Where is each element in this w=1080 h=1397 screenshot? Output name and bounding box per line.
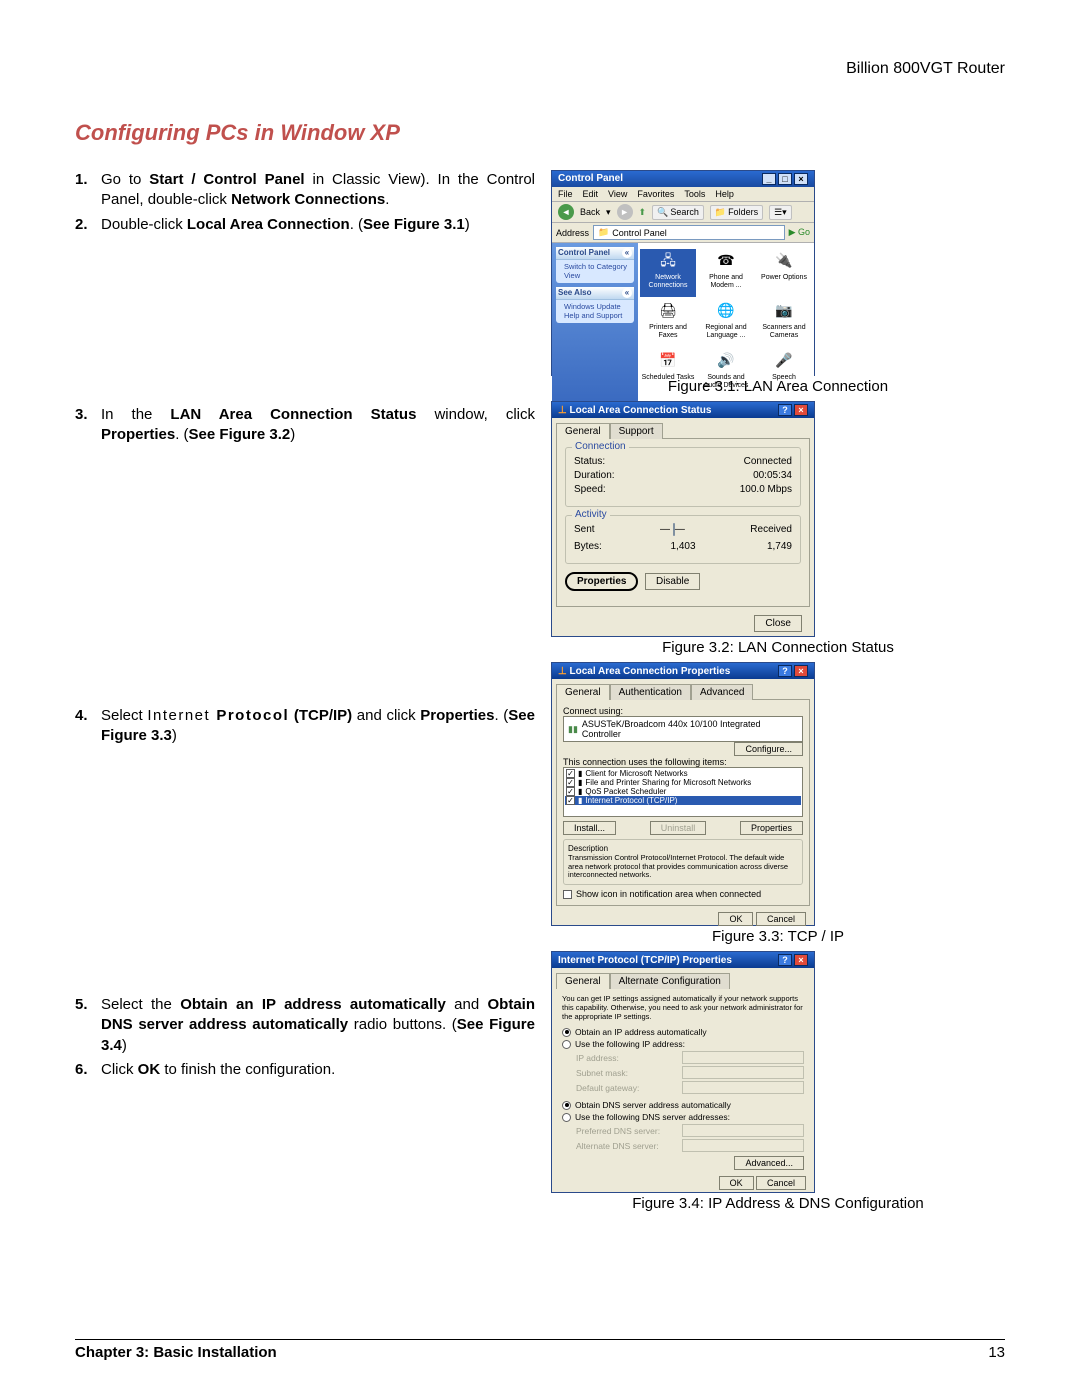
menu-file[interactable]: File [558,189,573,199]
collapse-icon[interactable]: « [622,288,632,298]
up-icon[interactable]: ⬆ [639,207,647,218]
switch-view-link[interactable]: Switch to Category View [560,262,630,280]
header-doc-title: Billion 800VGT Router [75,60,1005,78]
close-icon[interactable]: × [794,954,808,966]
alt-dns-input[interactable] [682,1139,804,1152]
menu-edit[interactable]: Edit [583,189,599,199]
figure-3-2-caption: Figure 3.2: LAN Connection Status [551,639,1005,656]
properties-button[interactable]: Properties [565,572,638,591]
step-5: 5. Select the Obtain an IP address autom… [75,995,535,1056]
figure-3-1: Control Panel _□× File Edit View Favorites T… [551,170,815,376]
radio-manual-ip[interactable] [562,1040,571,1049]
list-item[interactable]: ✓▮File and Printer Sharing for Microsoft… [565,778,801,787]
collapse-icon[interactable]: « [622,248,632,258]
list-item[interactable]: ✓▮QoS Packet Scheduler [565,787,801,796]
close-icon[interactable]: × [794,404,808,416]
figure-3-4-caption: Figure 3.4: IP Address & DNS Configurati… [551,1195,1005,1212]
pref-dns-input[interactable] [682,1124,804,1137]
tab-advanced[interactable]: Advanced [691,684,753,700]
section-title: Configuring PCs in Window XP [75,120,1005,146]
figure-3-3: ⊥ Local Area Connection Properties ?× Ge… [551,662,815,926]
footer-page-number: 13 [988,1344,1005,1361]
advanced-button[interactable]: Advanced... [734,1156,804,1170]
tab-altconfig[interactable]: Alternate Configuration [610,973,730,989]
figure-3-3-caption: Figure 3.3: TCP / IP [551,928,1005,945]
folders-button[interactable]: 📁 Folders [710,205,763,220]
cancel-button[interactable]: Cancel [756,1176,806,1190]
go-button[interactable]: ▶ Go [789,227,810,238]
cp-icon[interactable]: 🔌Power Options [756,249,812,297]
tab-support[interactable]: Support [610,423,663,439]
radio-auto-dns[interactable] [562,1101,571,1110]
cp-menu: File Edit View Favorites Tools Help [552,187,814,202]
close-icon[interactable]: × [794,665,808,677]
radio-auto-ip[interactable] [562,1028,571,1037]
menu-help[interactable]: Help [715,189,734,199]
views-button[interactable]: ☰▾ [769,205,792,220]
back-icon[interactable]: ◄ [558,204,574,220]
help-icon[interactable]: ? [778,954,792,966]
configure-button[interactable]: Configure... [734,742,803,756]
components-list[interactable]: ✓▮Client for Microsoft Networks✓▮File an… [563,767,803,817]
subnet-input[interactable] [682,1066,804,1079]
close-icon[interactable]: × [794,173,808,185]
step-1: 1. Go to Start / Control Panel in Classi… [75,170,535,211]
windows-update-link[interactable]: Windows Update [560,302,630,311]
cp-icon[interactable]: 📷Scanners and Cameras [756,299,812,347]
help-support-link[interactable]: Help and Support [560,311,630,320]
cp-icon[interactable]: 🖨Printers and Faxes [640,299,696,347]
tab-auth[interactable]: Authentication [610,684,691,700]
minimize-icon[interactable]: _ [762,173,776,185]
cp-icon[interactable]: 🌐Regional and Language ... [698,299,754,347]
ip-input[interactable] [682,1051,804,1064]
cp-icon[interactable]: 🖧Network Connections [640,249,696,297]
close-button[interactable]: Close [754,615,802,632]
footer-chapter: Chapter 3: Basic Installation [75,1344,277,1361]
cp-toolbar: ◄Back▾ ► ⬆ 🔍 Search 📁 Folders ☰▾ [552,202,814,223]
menu-view[interactable]: View [608,189,627,199]
step-2: 2. Double-click Local Area Connection. (… [75,215,535,235]
menu-favorites[interactable]: Favorites [637,189,674,199]
properties-button[interactable]: Properties [740,821,803,835]
help-icon[interactable]: ? [778,665,792,677]
uninstall-button[interactable]: Uninstall [650,821,707,835]
cancel-button[interactable]: Cancel [756,912,806,926]
cp-icon[interactable]: ☎Phone and Modem ... [698,249,754,297]
tab-general[interactable]: General [556,973,610,989]
step-3: 3. In the LAN Area Connection Status win… [75,405,535,446]
maximize-icon[interactable]: □ [778,173,792,185]
menu-tools[interactable]: Tools [684,189,705,199]
tab-general[interactable]: General [556,684,610,700]
ok-button[interactable]: OK [719,1176,754,1190]
adapter-field: ▮▮ASUSTeK/Broadcom 440x 10/100 Integrate… [563,716,803,742]
step-4: 4. Select Internet Protocol (TCP/IP) and… [75,706,535,747]
ok-button[interactable]: OK [718,912,753,926]
notify-checkbox[interactable] [563,890,572,899]
disable-button[interactable]: Disable [645,573,700,590]
forward-icon[interactable]: ► [617,204,633,220]
radio-manual-dns[interactable] [562,1113,571,1122]
search-button[interactable]: 🔍 Search [652,205,704,220]
figure-3-2: ⊥ Local Area Connection Status ?× Genera… [551,401,815,637]
address-field[interactable]: 📁 Control Panel [593,225,785,240]
page-footer: Chapter 3: Basic Installation 13 [75,1339,1005,1361]
list-item[interactable]: ✓▮Internet Protocol (TCP/IP) [565,796,801,805]
install-button[interactable]: Install... [563,821,616,835]
activity-icon [673,523,675,536]
cp-title: Control Panel [558,173,623,185]
tab-general[interactable]: General [556,423,610,439]
figure-3-4: Internet Protocol (TCP/IP) Properties ?×… [551,951,815,1193]
help-icon[interactable]: ? [778,404,792,416]
gateway-input[interactable] [682,1081,804,1094]
list-item[interactable]: ✓▮Client for Microsoft Networks [565,769,801,778]
step-6: 6. Click OK to finish the configuration. [75,1060,535,1080]
